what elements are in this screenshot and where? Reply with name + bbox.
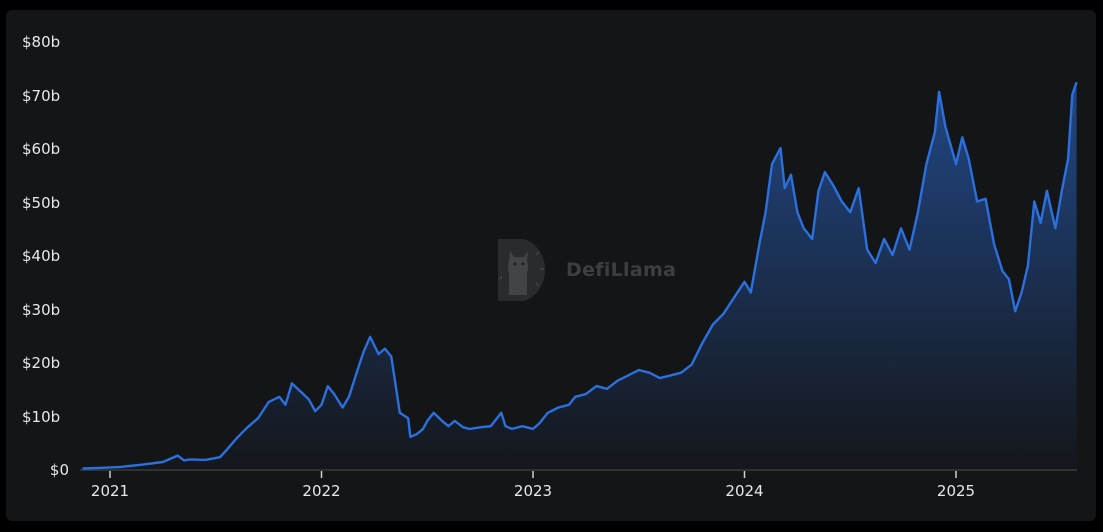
area-fill <box>82 82 1077 469</box>
y-tick-label: $20b <box>22 354 61 372</box>
y-tick-label: $40b <box>22 247 61 265</box>
y-tick-label: $80b <box>22 33 61 51</box>
y-tick-label: $60b <box>22 140 61 158</box>
x-tick-label: 2022 <box>302 482 341 500</box>
x-tick-label: 2025 <box>936 482 976 500</box>
llama-logo-icon <box>498 239 546 301</box>
series-line <box>82 81 1078 470</box>
y-tick-label: $50b <box>22 193 61 212</box>
y-tick-label: $70b <box>22 86 61 105</box>
y-tick-label: $0 <box>49 461 69 479</box>
x-tick-label: 2024 <box>725 482 764 500</box>
watermark: DefiLlama <box>496 237 676 303</box>
y-tick-label: $10b <box>22 407 61 426</box>
watermark-text: DefiLlama <box>566 259 677 281</box>
x-axis-ticks <box>109 471 957 478</box>
y-tick-label: $30b <box>22 300 61 319</box>
x-tick-label: 2023 <box>513 482 553 500</box>
x-tick-label: 2021 <box>90 482 130 500</box>
